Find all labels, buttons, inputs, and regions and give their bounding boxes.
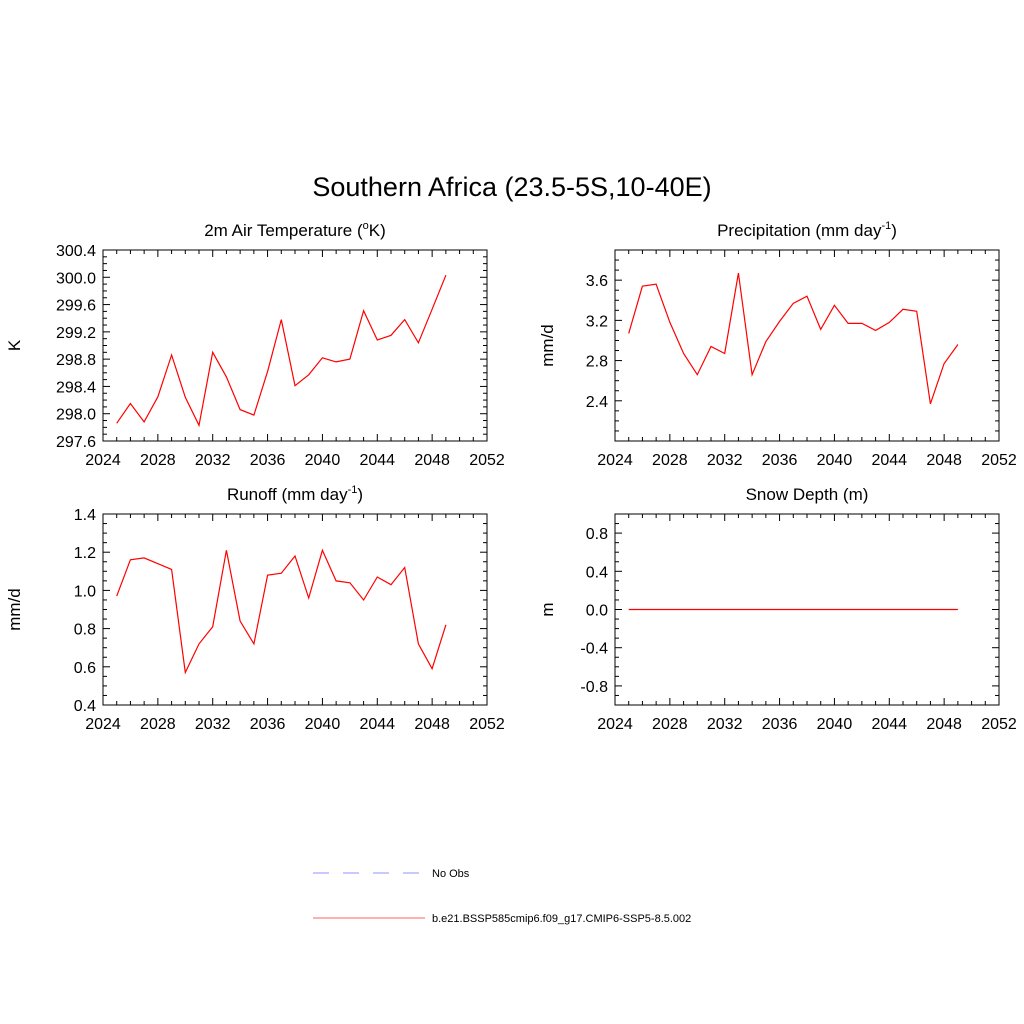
x-tick-label: 2044 [871,452,907,469]
legend-label-2: b.e21.BSSP585cmip6.f09_g17.CMIP6-SSP5-8.… [432,913,691,925]
x-tick-label: 2052 [981,452,1017,469]
plot-frame [614,249,1000,442]
y-tick-label: 0.8 [74,622,96,639]
panel-1: 2024 2028 2032 2036 2040 2044 2048 2052 297.6 298… [5,220,505,469]
x-tick-label: 2032 [707,716,743,733]
y-tick-label: 299.6 [56,298,96,315]
x-tick-label: 2028 [652,716,688,733]
y-tick-label: 0.8 [586,526,608,543]
x-tick-label: 2044 [359,716,395,733]
panel-title: Runoff (mm day-1) [227,484,363,504]
y-tick-label: 0.4 [586,564,608,581]
y-tick-label: 298.4 [56,379,96,396]
x-tick-label: 2024 [85,716,121,733]
series-line [116,274,447,428]
x-tick-label: 2024 [85,452,121,469]
x-tick-label: 2048 [926,452,962,469]
legend: No Obs b.e21.BSSP585cmip6.f09_g17.CMIP6-S… [313,868,691,925]
x-tick-label: 2052 [469,452,505,469]
y-tick-label: 1.4 [74,507,96,524]
y-tick-label: 1.2 [74,545,96,562]
y-tick-label: 300.0 [56,270,96,287]
x-tick-label: 2036 [762,716,798,733]
panel-title: Snow Depth (m) [746,485,869,504]
y-tick-label: 0.0 [586,603,608,620]
y-tick-label: 0.6 [74,660,96,677]
y-tick-label: 297.6 [56,434,96,451]
x-tick-label: 2048 [414,452,450,469]
x-tick-label: 2044 [871,716,907,733]
x-tick-label: 2032 [195,452,231,469]
y-axis-label: mm/d [538,324,557,367]
y-axis-label: m [538,602,557,616]
x-tick-label: 2040 [817,716,853,733]
legend-label-1: No Obs [432,868,470,880]
x-tick-label: 2040 [305,452,341,469]
y-tick-label: 1.0 [74,583,96,600]
x-tick-label: 2052 [981,716,1017,733]
plot-frame [102,249,488,442]
x-tick-label: 2036 [762,452,798,469]
x-tick-label: 2048 [414,716,450,733]
x-tick-label: 2028 [140,452,176,469]
x-tick-label: 2040 [305,716,341,733]
figure-title: Southern Africa (23.5-5S,10-40E) [312,172,711,202]
x-tick-label: 2028 [652,452,688,469]
x-tick-label: 2036 [250,716,286,733]
x-tick-label: 2028 [140,716,176,733]
panel-title: 2m Air Temperature (oK) [204,220,386,240]
y-axis-label: K [5,339,24,351]
x-tick-label: 2044 [359,452,395,469]
x-tick-label: 2024 [597,452,633,469]
y-tick-label: 0.4 [74,698,96,715]
series-line [116,548,447,675]
x-tick-label: 2032 [707,452,743,469]
y-tick-label: -0.4 [580,641,608,658]
y-axis-label: mm/d [5,588,24,631]
x-tick-label: 2032 [195,716,231,733]
panel-3: 2024 2028 2032 2036 2040 2044 2048 2052 0.4 0.6 0.… [5,484,505,733]
y-tick-label: 3.6 [586,273,608,290]
y-tick-label: 298.0 [56,407,96,424]
x-tick-label: 2024 [597,716,633,733]
x-tick-label: 2036 [250,452,286,469]
y-tick-label: 2.8 [586,354,608,371]
x-tick-label: 2052 [469,716,505,733]
panel-4: 2024 2028 2032 2036 2040 2044 2048 2052 -0.8 -0.4… [538,485,1017,733]
y-tick-label: 298.8 [56,352,96,369]
y-tick-label: 300.4 [56,243,96,260]
x-tick-label: 2040 [817,452,853,469]
panel-2: 2024 2028 2032 2036 2040 2044 2048 2052 2.4 2.8 3.… [538,220,1017,469]
plot-frame [102,513,488,706]
y-tick-label: 2.4 [586,394,608,411]
y-tick-label: 3.2 [586,313,608,330]
x-tick-label: 2048 [926,716,962,733]
y-tick-label: 299.2 [56,325,96,342]
panel-title: Precipitation (mm day-1) [717,220,897,240]
panels-group: 2024 2028 2032 2036 2040 2044 2048 2052 297.6 298… [5,220,1017,733]
y-tick-label: -0.8 [580,679,608,696]
series-line [628,272,959,404]
